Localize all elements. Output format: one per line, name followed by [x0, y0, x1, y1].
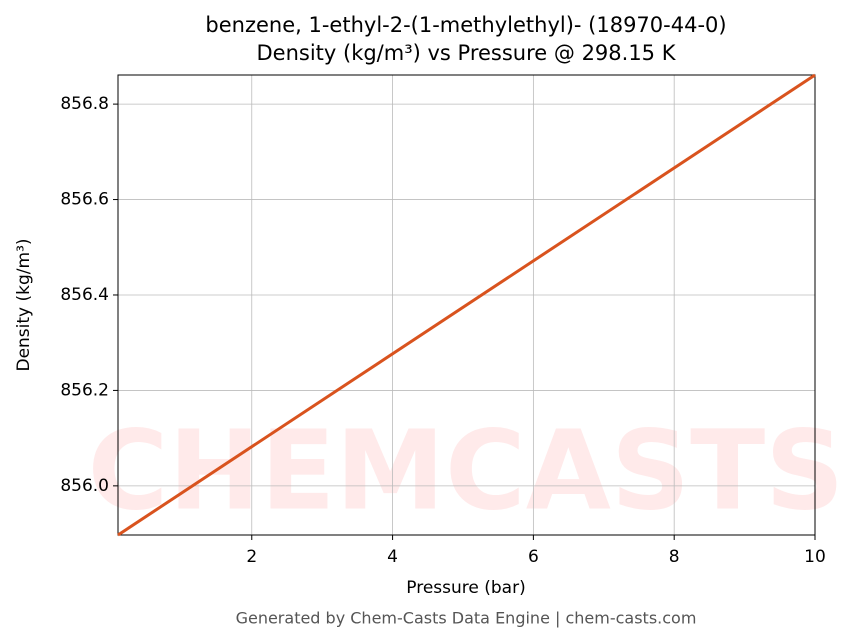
- x-tick-label: 2: [246, 547, 257, 567]
- x-tick-label: 10: [804, 547, 826, 567]
- data-line: [117, 73, 816, 537]
- chart-title: benzene, 1-ethyl-2-(1-methylethyl)- (189…: [205, 13, 726, 37]
- x-axis-label: Pressure (bar): [406, 578, 525, 598]
- y-tick-label: 856.4: [60, 285, 109, 305]
- x-tick-label: 4: [387, 547, 398, 567]
- plot-frame: [117, 74, 816, 536]
- y-tick-label: 856.8: [60, 94, 109, 114]
- watermark: CHEMCASTS: [88, 406, 843, 534]
- y-tick-label: 856.6: [60, 190, 109, 210]
- y-tick-label: 856.2: [60, 380, 109, 400]
- chart-subtitle: Density (kg/m³) vs Pressure @ 298.15 K: [256, 41, 676, 65]
- x-tick-label: 6: [528, 547, 539, 567]
- y-tick-label: 856.0: [60, 476, 109, 496]
- x-tick-label: 8: [669, 547, 680, 567]
- footer: Generated by Chem-Casts Data Engine | ch…: [236, 609, 697, 628]
- y-axis-label: Density (kg/m³): [14, 238, 34, 371]
